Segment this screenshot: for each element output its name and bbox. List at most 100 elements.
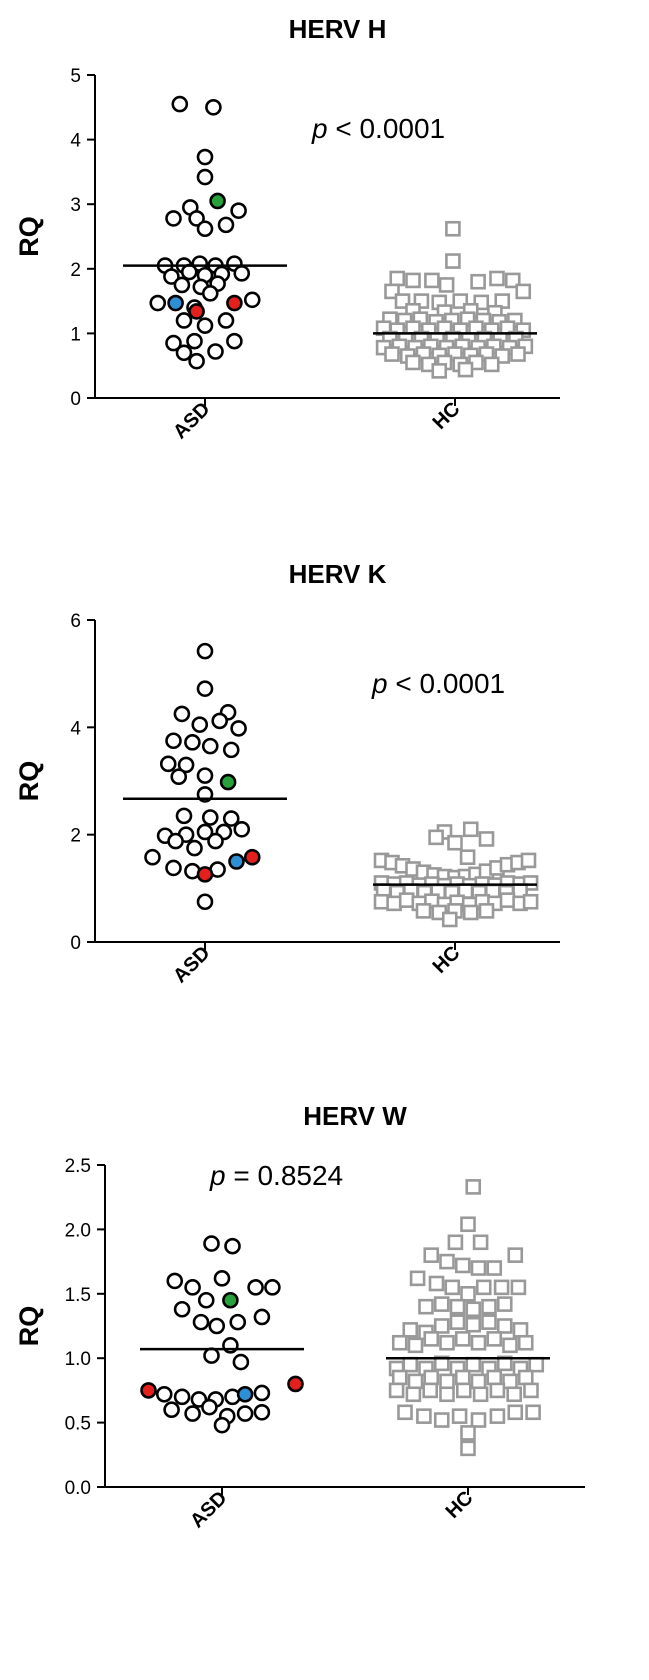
- chart-herv-k: HERV K RQ 0 2 4 6 ASD HC p < 0.0001: [14, 559, 560, 987]
- data-point-hc: [502, 1337, 518, 1354]
- data-point-hc: [416, 1408, 432, 1424]
- data-point-asd: [213, 1270, 231, 1287]
- y-tick-label: 4: [70, 718, 81, 739]
- data-point-asd: [222, 741, 240, 759]
- data-point-hc: [478, 903, 495, 919]
- x-tick-label-asd: ASD: [186, 1487, 231, 1532]
- data-point-asd: [287, 1375, 304, 1393]
- data-point-asd: [219, 773, 237, 791]
- data-point-asd: [201, 285, 219, 302]
- data-point-hc: [428, 1275, 445, 1292]
- data-point-hc: [449, 1298, 466, 1315]
- chart-title: HERV K: [289, 559, 387, 589]
- data-point-hc: [391, 1369, 408, 1386]
- data-point-hc: [405, 1386, 422, 1403]
- data-point-asd: [173, 1300, 191, 1318]
- data-point-hc: [496, 1355, 513, 1372]
- data-point-hc: [460, 1216, 476, 1233]
- data-point-asd: [165, 210, 182, 227]
- data-point-hc: [470, 273, 486, 290]
- data-point-hc: [454, 1331, 471, 1347]
- y-tick-label: 5: [70, 66, 81, 87]
- data-point-asd: [243, 848, 261, 866]
- data-point-asd: [222, 1291, 239, 1309]
- data-point-hc: [439, 1373, 455, 1390]
- y-axis-label: RQ: [14, 1306, 44, 1347]
- data-point-asd: [175, 344, 193, 362]
- data-point-hc: [447, 1234, 464, 1251]
- data-point-hc: [451, 1408, 468, 1424]
- data-point-asd: [217, 216, 235, 234]
- data-point-asd: [203, 1347, 220, 1364]
- data-point-asd: [144, 848, 161, 866]
- data-point-hc: [431, 363, 448, 379]
- data-point-asd: [170, 768, 188, 786]
- y-tick-label: 2: [70, 260, 81, 281]
- data-point-hc: [515, 283, 532, 300]
- data-point-asd: [196, 168, 214, 186]
- data-point-asd: [171, 95, 189, 113]
- data-point-asd: [197, 1291, 215, 1309]
- data-point-hc: [397, 1404, 413, 1421]
- data-point-hc: [481, 1314, 497, 1330]
- data-point-hc: [483, 356, 500, 373]
- data-point-hc: [439, 1253, 455, 1270]
- data-point-hc: [418, 1298, 434, 1315]
- data-point-hc: [398, 892, 415, 908]
- p-value-annotation: p = 0.8524: [209, 1160, 343, 1191]
- data-point-asd: [165, 859, 182, 877]
- x-tick-label-asd: ASD: [169, 942, 214, 987]
- data-point-asd: [233, 265, 251, 282]
- data-point-hc: [523, 1382, 539, 1399]
- y-tick-label: 2: [70, 826, 81, 847]
- data-point-asd: [196, 148, 214, 166]
- data-point-asd: [167, 832, 184, 850]
- data-point-asd: [201, 1398, 218, 1416]
- data-point-hc: [496, 1296, 513, 1312]
- chart-panel-herv-w: HERV W RQ 0.0 0.5 1.0 1.5 2.0 2.5 ASD HC p = 0.852…: [0, 1085, 649, 1665]
- data-point-asd: [165, 334, 182, 352]
- data-point-hc: [433, 1318, 450, 1334]
- data-point-asd: [243, 291, 261, 309]
- data-point-asd: [196, 220, 214, 238]
- y-tick-label: 0.5: [65, 1414, 91, 1435]
- y-tick-label: 1: [70, 324, 81, 345]
- data-point-hc: [510, 346, 526, 362]
- data-point-hc: [493, 1279, 510, 1296]
- data-point-asd: [186, 839, 203, 857]
- data-point-hc: [423, 1331, 440, 1347]
- data-point-hc: [439, 1386, 455, 1403]
- data-point-asd: [159, 755, 177, 773]
- data-point-hc: [388, 1382, 405, 1399]
- data-point-asd: [180, 263, 198, 281]
- data-point-hc: [460, 1425, 476, 1441]
- data-point-hc: [486, 1331, 503, 1347]
- data-point-hc: [465, 1316, 482, 1333]
- data-point-asd: [175, 807, 193, 825]
- data-point-hc: [472, 1234, 489, 1251]
- data-point-asd: [163, 1401, 180, 1419]
- data-point-hc: [517, 1334, 534, 1351]
- data-point-hc: [449, 1314, 466, 1330]
- data-point-hc: [415, 903, 432, 919]
- data-point-hc: [391, 1334, 408, 1351]
- data-point-hc: [423, 1247, 440, 1263]
- data-point-asd: [163, 268, 180, 285]
- data-point-hc: [409, 1270, 426, 1287]
- y-tick-label: 3: [70, 195, 81, 216]
- data-point-hc: [465, 1301, 482, 1318]
- data-point-asd: [228, 853, 245, 870]
- data-point-hc: [407, 1337, 424, 1354]
- data-point-asd: [264, 1279, 281, 1296]
- chart-herv-w: HERV W RQ 0.0 0.5 1.0 1.5 2.0 2.5 ASD HC p = 0.852…: [14, 1101, 585, 1532]
- data-point-hc: [459, 849, 476, 866]
- data-point-hc: [506, 1386, 523, 1403]
- y-tick-label: 1.0: [65, 1349, 91, 1370]
- data-point-asd: [184, 1405, 201, 1422]
- data-point-asd: [203, 1235, 220, 1252]
- data-point-hc: [423, 1369, 440, 1386]
- data-point-hc: [496, 1318, 513, 1334]
- data-point-asd: [155, 1385, 173, 1403]
- data-point-hc: [520, 852, 537, 869]
- data-point-asd: [205, 99, 222, 116]
